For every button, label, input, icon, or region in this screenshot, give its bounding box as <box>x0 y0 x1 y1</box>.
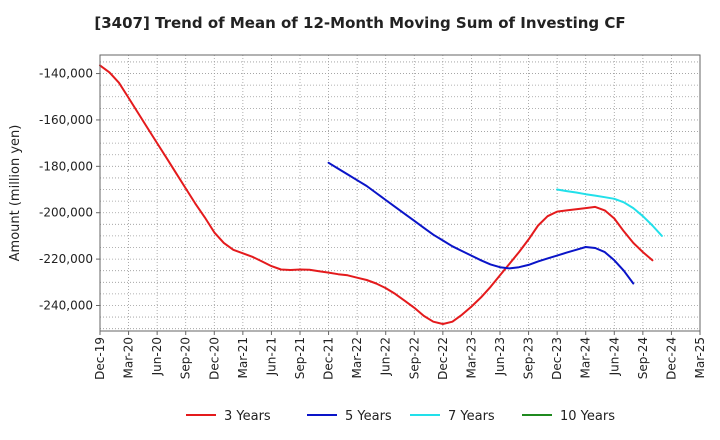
x-tick-label: Dec-21 <box>322 337 336 380</box>
legend-label-5-years: 5 Years <box>345 409 392 424</box>
chart-title: [3407] Trend of Mean of 12-Month Moving … <box>94 14 626 32</box>
legend: 3 Years 5 Years 7 Years 10 Years <box>186 409 615 424</box>
x-tick-label: Mar-22 <box>350 337 364 378</box>
series-line-7-years <box>556 188 663 237</box>
x-tick-label: Dec-19 <box>93 337 107 380</box>
x-tick-label: Mar-23 <box>464 337 478 378</box>
y-tick-label: -240,000 <box>39 298 93 312</box>
legend-label-10-years: 10 Years <box>560 409 615 424</box>
grid-layer <box>100 55 701 331</box>
x-tick-label: Dec-23 <box>550 337 564 380</box>
x-tick-label: Jun-23 <box>493 337 507 376</box>
x-tick-label: Mar-21 <box>236 337 250 378</box>
y-tick-label: -220,000 <box>39 252 93 266</box>
x-tick-label: Mar-20 <box>122 337 136 378</box>
plot-frame <box>99 54 701 332</box>
series-line-5-years <box>327 161 635 285</box>
x-tick-label: Dec-20 <box>207 337 221 380</box>
x-tick-label: Sep-24 <box>636 337 650 379</box>
x-tick-label: Sep-21 <box>293 337 307 379</box>
y-axis-ticks: -140,000 -160,000 -180,000 -200,000 -220,000… <box>39 67 100 312</box>
y-axis-title: Amount (million yen) <box>8 125 23 262</box>
plot-area <box>100 55 700 331</box>
y-tick-label: -200,000 <box>39 206 93 220</box>
y-tick-label: -160,000 <box>39 113 93 127</box>
x-tick-label: Dec-24 <box>664 337 678 380</box>
x-axis-ticks: Dec-19 Mar-20 Jun-20 Sep-20 Dec-20 Mar-21 Jun-… <box>93 331 707 380</box>
x-tick-label: Sep-22 <box>407 337 421 379</box>
x-tick-label: Sep-20 <box>179 337 193 379</box>
x-tick-label: Mar-25 <box>693 337 707 378</box>
x-tick-label: Dec-22 <box>436 337 450 380</box>
legend-label-7-years: 7 Years <box>448 409 495 424</box>
series-layer <box>99 64 663 325</box>
y-tick-label: -180,000 <box>39 159 93 173</box>
y-tick-label: -140,000 <box>39 67 93 81</box>
x-tick-label: Jun-22 <box>379 337 393 376</box>
x-tick-label: Jun-24 <box>607 337 621 376</box>
x-tick-label: Mar-24 <box>579 337 593 378</box>
x-tick-label: Jun-20 <box>150 337 164 376</box>
x-tick-label: Sep-23 <box>522 337 536 379</box>
legend-label-3-years: 3 Years <box>224 409 271 424</box>
series-line-3-years <box>99 64 654 325</box>
x-tick-label: Jun-21 <box>264 337 278 376</box>
